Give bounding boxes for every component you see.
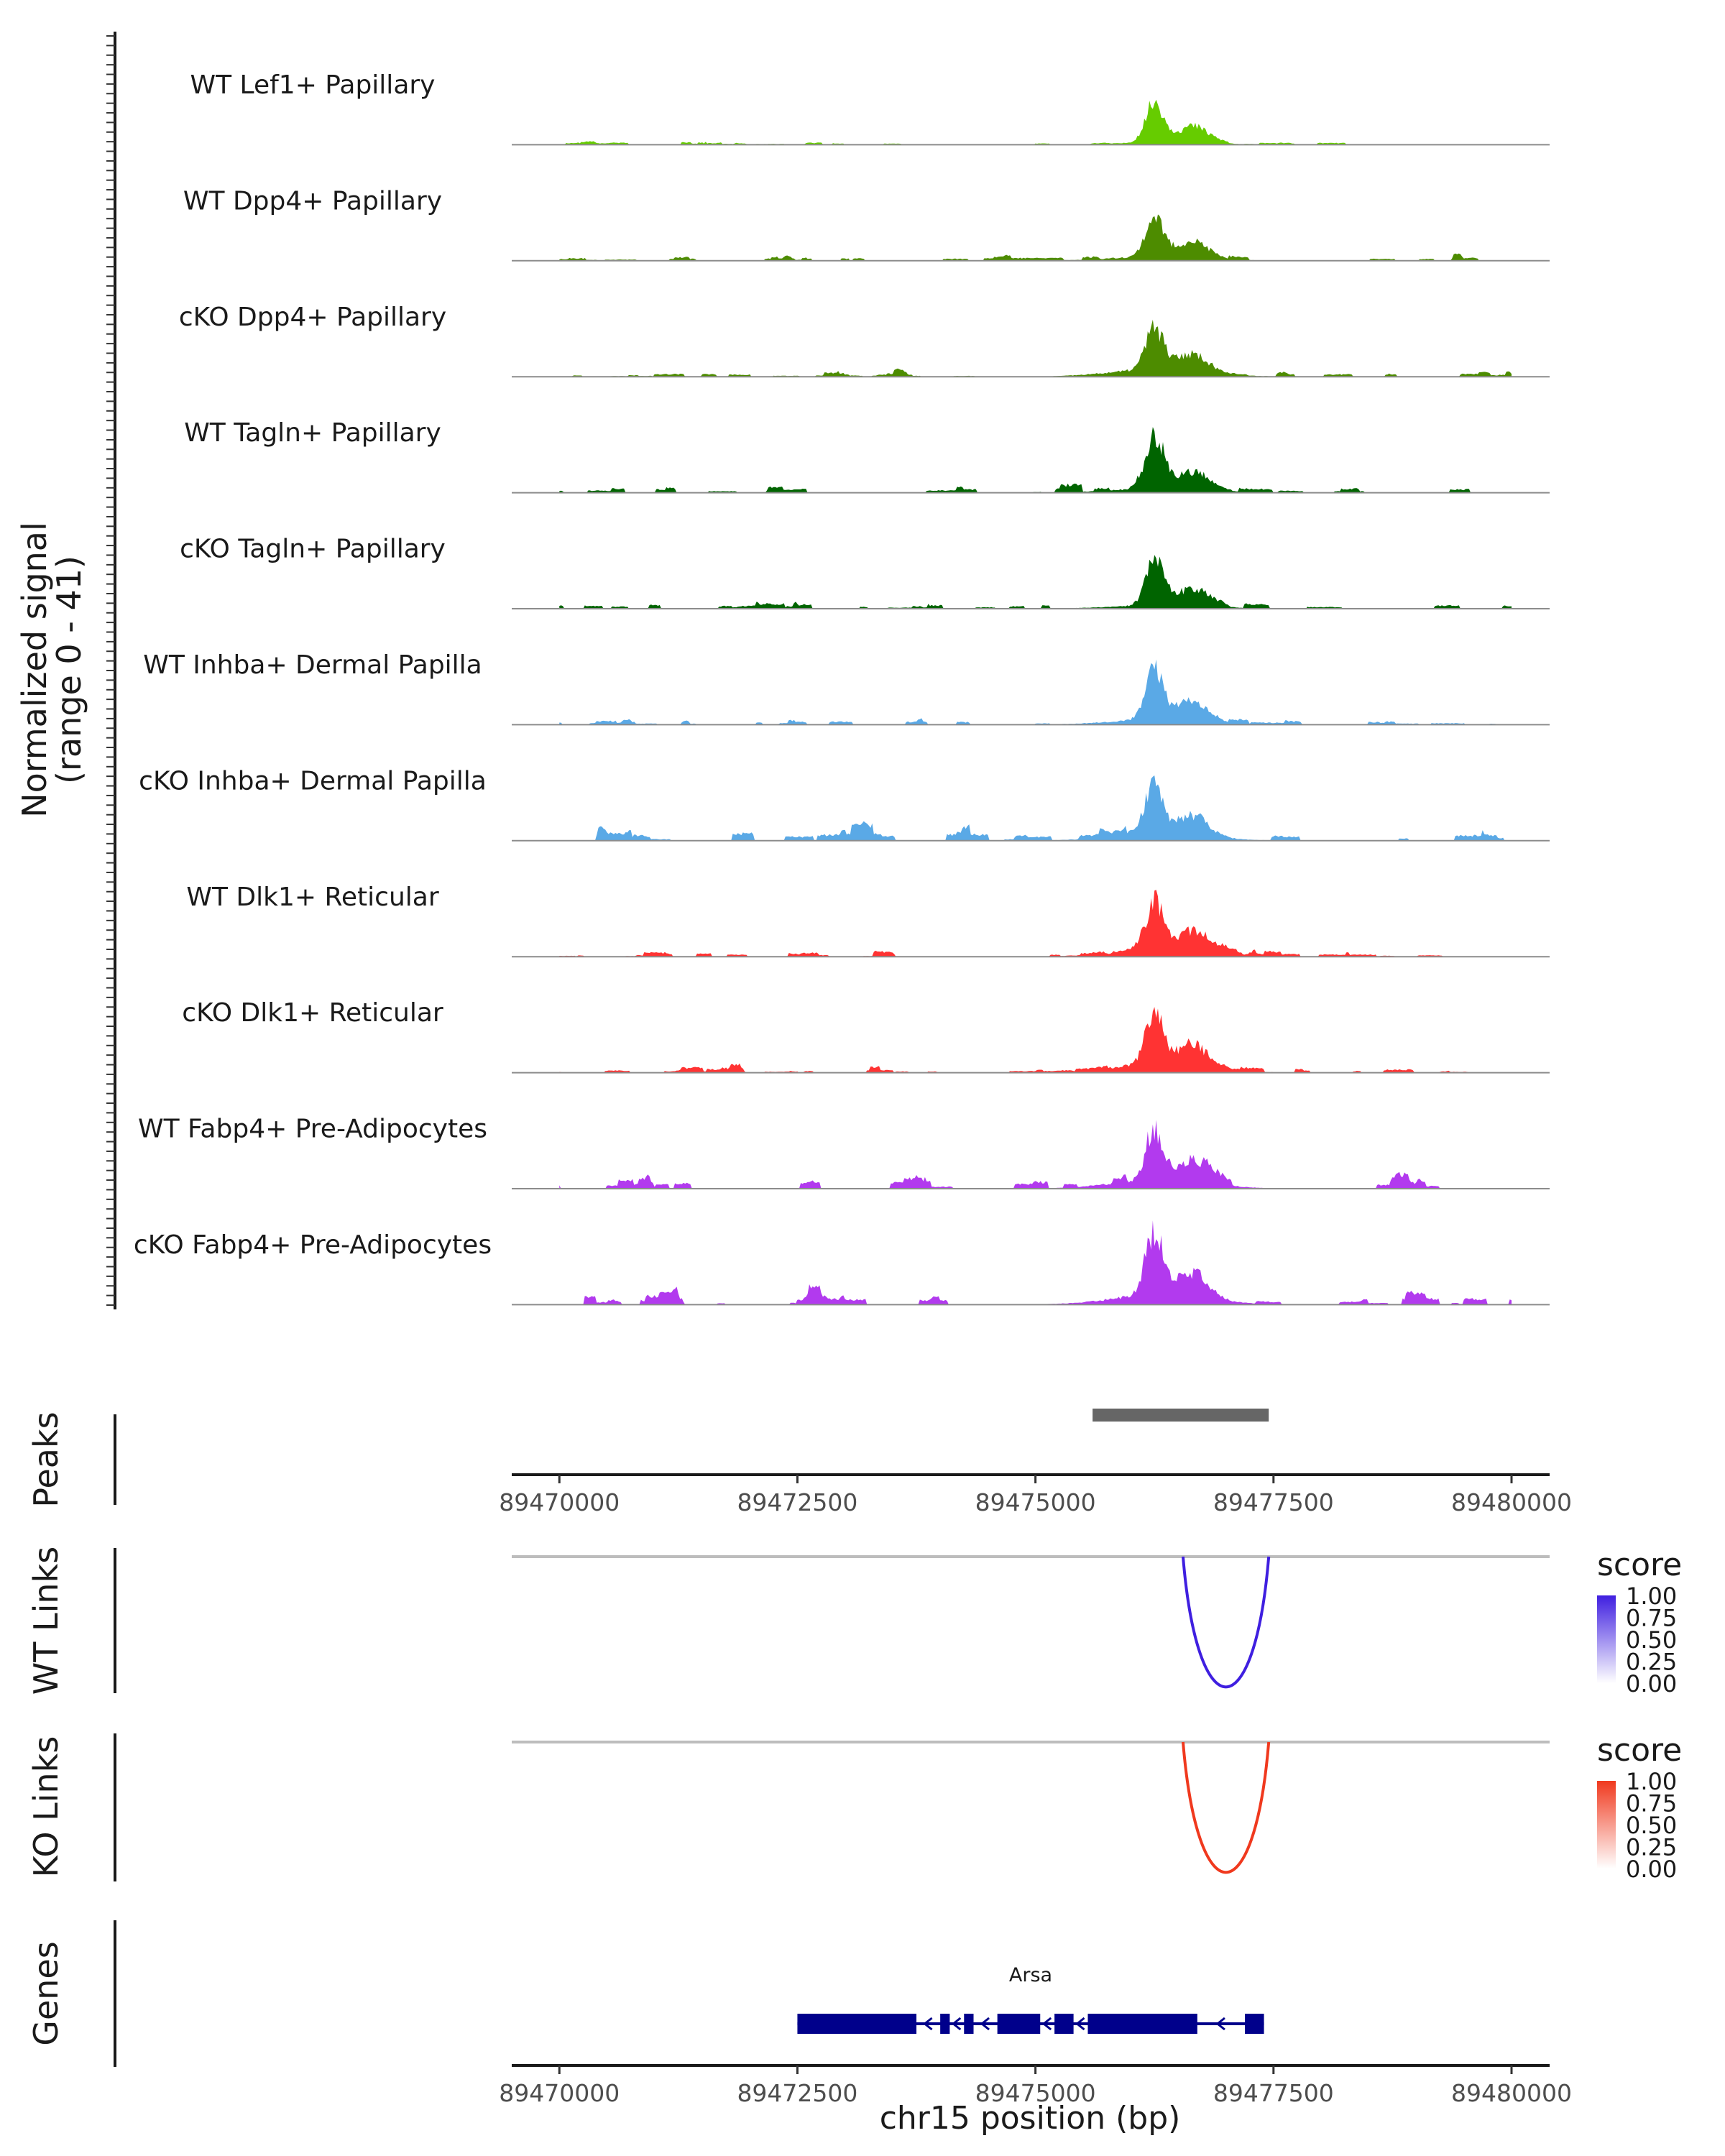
signal-area (559, 319, 1512, 377)
signal-track: WT Tagln+ Papillary (184, 418, 1550, 494)
y-axis-title: Normalized signal (15, 522, 54, 818)
legend-colorbar (1597, 1595, 1616, 1683)
x-tick-label: 89480000 (1451, 2079, 1572, 2107)
signal-track: cKO Dlk1+ Reticular (182, 998, 1550, 1074)
x-tick-label: 89477500 (1213, 2079, 1334, 2107)
signal-area (559, 659, 1512, 725)
track-label: WT Inhba+ Dermal Papilla (143, 650, 482, 680)
legend-tick-label: 0.75 (1626, 1790, 1677, 1818)
legend-tick-label: 0.00 (1626, 1856, 1677, 1883)
legend-tick-label: 1.00 (1626, 1768, 1677, 1795)
gene-exon (997, 2014, 1041, 2034)
wt-links-track (512, 1555, 1550, 1689)
x-tick-label: 89475000 (975, 1488, 1096, 1516)
gene-exon (964, 2014, 974, 2034)
strand-arrow (1215, 2017, 1225, 2031)
gene-exon (1054, 2014, 1074, 2034)
strand-arrow (923, 2017, 933, 2031)
signal-area (559, 1220, 1512, 1305)
track-label: WT Fabp4+ Pre-Adipocytes (138, 1115, 487, 1144)
gene-exon (797, 2014, 917, 2034)
signal-y-axis (106, 32, 116, 1309)
gene-exon (1245, 2014, 1264, 2034)
signal-area (559, 1007, 1512, 1073)
track-label: WT Dpp4+ Papillary (183, 186, 442, 216)
signal-area (559, 99, 1512, 145)
x-tick-label: 89470000 (499, 1488, 620, 1516)
signal-track: cKO Dpp4+ Papillary (179, 303, 1550, 378)
signal-area (559, 214, 1512, 261)
signal-track: WT Fabp4+ Pre-Adipocytes (138, 1115, 1550, 1189)
ko-links-track (512, 1741, 1550, 1874)
genes-track: Arsa (797, 1964, 1264, 2034)
ko-links-title: KO Links (27, 1736, 65, 1878)
legend-tick-label: 0.75 (1626, 1605, 1677, 1632)
signal-area (559, 555, 1512, 609)
y-axis-subtitle: (range 0 - 41) (50, 556, 88, 784)
signal-area (559, 890, 1512, 957)
signal-track: cKO Tagln+ Papillary (180, 535, 1550, 609)
genes-track-title: Genes (27, 1941, 65, 2045)
x-tick-label: 89480000 (1451, 1488, 1572, 1516)
legend-title: score (1597, 1547, 1682, 1583)
signal-area (559, 775, 1512, 841)
link-arc (1181, 1741, 1271, 1874)
legend-colorbar (1597, 1781, 1616, 1869)
track-label: cKO Dpp4+ Papillary (179, 303, 446, 332)
signal-track: WT Inhba+ Dermal Papilla (143, 650, 1550, 726)
signal-track: WT Dlk1+ Reticular (186, 883, 1550, 958)
x-tick-label: 89472500 (737, 1488, 857, 1516)
peak-bar (1092, 1409, 1269, 1422)
track-label: cKO Tagln+ Papillary (180, 535, 446, 564)
wt-links-title: WT Links (27, 1547, 65, 1695)
gene-exon (940, 2014, 950, 2034)
x-axis-upper: 89470000 89472500 89475000 89477500 89480000 (499, 1473, 1572, 1516)
signal-tracks: WT Lef1+ Papillary WT Dpp4+ Papillary cKO … (134, 70, 1550, 1306)
legend-tick-label: 0.25 (1626, 1649, 1677, 1676)
strand-arrow (1041, 2017, 1052, 2031)
peaks-track-title: Peaks (27, 1411, 65, 1507)
signal-area (559, 1120, 1512, 1189)
peaks-track (1092, 1409, 1269, 1422)
strand-arrow (1075, 2017, 1085, 2031)
signal-track: WT Dpp4+ Papillary (183, 186, 1550, 262)
track-label: cKO Dlk1+ Reticular (182, 998, 443, 1028)
legend-tick-label: 0.25 (1626, 1834, 1677, 1861)
legend-tick-label: 0.00 (1626, 1670, 1677, 1697)
x-axis-title: chr15 position (bp) (880, 2100, 1181, 2137)
signal-track: cKO Fabp4+ Pre-Adipocytes (134, 1220, 1550, 1306)
x-tick-label: 89477500 (1213, 1488, 1334, 1516)
link-arc (1181, 1556, 1271, 1689)
legend-tick-label: 0.50 (1626, 1626, 1677, 1654)
legend-tick-label: 0.50 (1626, 1812, 1677, 1839)
x-tick-label: 89472500 (737, 2079, 857, 2107)
track-label: WT Dlk1+ Reticular (186, 883, 438, 912)
gene-exon (1087, 2014, 1197, 2034)
track-label: cKO Inhba+ Dermal Papilla (139, 766, 487, 796)
x-tick-label: 89470000 (499, 2079, 620, 2107)
gene-name-label: Arsa (1009, 1964, 1052, 1986)
signal-track: WT Lef1+ Papillary (190, 70, 1550, 146)
track-label: cKO Fabp4+ Pre-Adipocytes (134, 1230, 492, 1260)
signal-track: cKO Inhba+ Dermal Papilla (139, 766, 1550, 842)
legend-title: score (1597, 1732, 1682, 1769)
legend-tick-label: 1.00 (1626, 1583, 1677, 1610)
strand-arrow (980, 2017, 990, 2031)
track-label: WT Tagln+ Papillary (184, 418, 441, 448)
x-axis-lower: 89470000 89472500 89475000 89477500 89480000 (499, 2064, 1572, 2107)
track-label: WT Lef1+ Papillary (190, 70, 436, 100)
x-tick-label: 89475000 (975, 2079, 1096, 2107)
signal-area (559, 427, 1512, 493)
strand-arrow (951, 2017, 962, 2031)
